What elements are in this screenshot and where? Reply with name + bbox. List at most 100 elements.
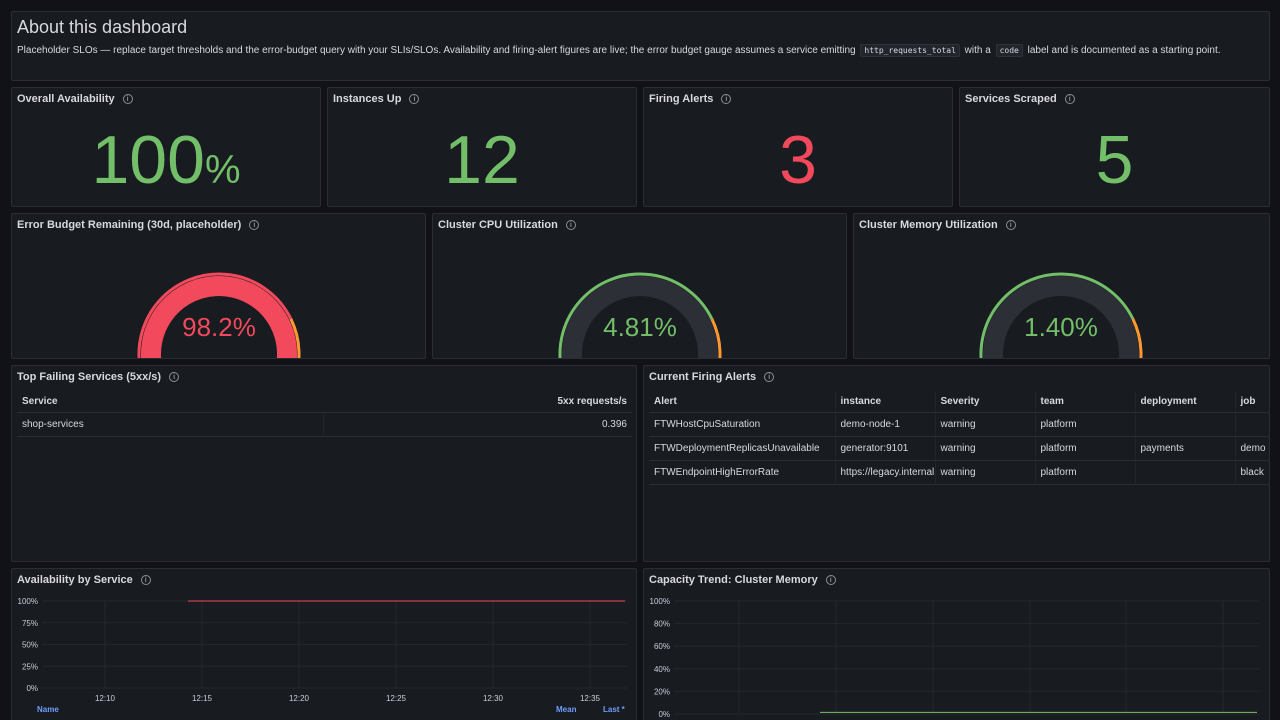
code-label: code — [995, 44, 1023, 57]
gauge-value-text: 98.2% — [182, 312, 256, 342]
info-icon[interactable]: i — [169, 372, 180, 382]
y-tick-label: 50% — [22, 641, 38, 650]
stat-number: 100 — [91, 122, 205, 198]
cell-job: black — [1234, 460, 1269, 485]
legend-mean-header[interactable]: Mean — [556, 705, 577, 714]
gauge-panel-cluster-cpu[interactable]: Cluster CPU Utilization i 4.81% — [432, 213, 847, 359]
cell-instance: demo-node-1 — [834, 412, 935, 437]
column-header-deployment[interactable]: deployment — [1134, 392, 1235, 413]
cell-deployment — [1134, 412, 1235, 437]
cell-deployment: payments — [1134, 436, 1235, 461]
stat-panel-overall-availability[interactable]: Overall Availability i 100% — [11, 87, 321, 207]
y-tick-label: 20% — [654, 687, 670, 696]
info-icon[interactable]: i — [140, 575, 151, 585]
column-header-severity[interactable]: Severity — [934, 392, 1035, 413]
cell-alert: FTWHostCpuSaturation — [649, 412, 835, 437]
info-icon[interactable]: i — [764, 372, 775, 382]
table-panel-firing-alerts[interactable]: Current Firing Alerts i Alert instance Se… — [643, 365, 1270, 562]
gauge-value-text: 4.81% — [603, 312, 677, 342]
info-icon[interactable]: i — [1005, 220, 1016, 230]
chart-title: Availability by Service — [17, 574, 133, 586]
table-row[interactable]: FTWEndpointHighErrorRate https://legacy.… — [649, 460, 1269, 485]
stat-value: 5 — [960, 122, 1269, 198]
failing-table: Service 5xx requests/s shop-services 0.3… — [17, 392, 632, 437]
timeseries-panel-availability[interactable]: Availability by Service i 0% 25% 50% 75% 100%… — [11, 568, 637, 720]
table-row[interactable]: FTWDeploymentReplicasUnavailable generat… — [649, 436, 1269, 461]
gauge-title: Error Budget Remaining (30d, placeholder… — [17, 219, 242, 231]
gauge-title: Cluster CPU Utilization — [438, 219, 558, 231]
stat-title: Overall Availability — [17, 93, 115, 105]
x-tick-label: 12:25 — [386, 694, 407, 703]
cell-instance: https://legacy.internal — [834, 460, 935, 485]
gauge-track — [562, 276, 718, 358]
panel-title: Firing Alerts i — [649, 93, 732, 105]
timeseries-panel-capacity[interactable]: Capacity Trend: Cluster Memory i 0% 20% 40%… — [643, 568, 1270, 720]
table-row[interactable]: shop-services 0.396 — [17, 412, 632, 437]
gauge-value-text: 1.40% — [1024, 312, 1098, 342]
y-tick-label: 100% — [18, 597, 38, 606]
y-tick-label: 60% — [654, 642, 670, 651]
y-tick-label: 0% — [26, 684, 38, 693]
stat-title: Firing Alerts — [649, 93, 714, 105]
table-title: Top Failing Services (5xx/s) — [17, 371, 162, 383]
info-icon[interactable]: i — [249, 220, 260, 230]
table-row[interactable]: FTWHostCpuSaturation demo-node-1 warning… — [649, 412, 1269, 437]
about-text-part2: with a — [964, 45, 991, 56]
column-header-job[interactable]: job — [1234, 392, 1269, 413]
cell-job: demo — [1234, 436, 1269, 461]
y-tick-label: 75% — [22, 619, 38, 628]
panel-title: Cluster Memory Utilization i — [859, 219, 1016, 231]
column-header-service[interactable]: Service — [17, 392, 323, 413]
gauge-graphic: 98.2% — [137, 272, 301, 358]
stat-value: 12 — [328, 122, 636, 198]
x-tick-label: 12:30 — [483, 694, 504, 703]
y-tick-label: 0% — [658, 710, 670, 719]
panel-title: Instances Up i — [333, 93, 420, 105]
column-header-5xx[interactable]: 5xx requests/s — [323, 392, 632, 413]
info-icon[interactable]: i — [122, 94, 133, 104]
column-header-alert[interactable]: Alert — [649, 392, 835, 413]
stat-title: Services Scraped — [965, 93, 1057, 105]
column-header-instance[interactable]: instance — [834, 392, 935, 413]
panel-title: Cluster CPU Utilization i — [438, 219, 576, 231]
stat-number: 12 — [444, 122, 520, 198]
chart-title: Capacity Trend: Cluster Memory — [649, 574, 818, 586]
about-title: About this dashboard — [17, 17, 188, 37]
cell-team: platform — [1034, 412, 1135, 437]
availability-chart: 0% 25% 50% 75% 100% 12:10 12:15 12:20 12:25 12:30… — [18, 597, 627, 703]
info-icon[interactable]: i — [565, 220, 576, 230]
stat-panel-firing-alerts[interactable]: Firing Alerts i 3 — [643, 87, 953, 207]
capacity-chart: 0% 20% 40% 60% 80% 100% — [650, 597, 1259, 719]
cell-deployment — [1134, 460, 1235, 485]
gauge-threshold-band — [710, 318, 722, 358]
about-text-part1: Placeholder SLOs — replace target thresh… — [17, 45, 856, 56]
y-tick-label: 100% — [650, 597, 670, 606]
cell-5xx: 0.396 — [322, 412, 632, 437]
gauge-panel-error-budget[interactable]: Error Budget Remaining (30d, placeholder… — [11, 213, 426, 359]
panel-title: Services Scraped i — [965, 93, 1075, 105]
panel-title: Current Firing Alerts i — [649, 371, 775, 383]
y-tick-label: 80% — [654, 620, 670, 629]
info-icon[interactable]: i — [1064, 94, 1075, 104]
stat-number: 5 — [1095, 122, 1134, 198]
code-http-requests-total: http_requests_total — [860, 44, 960, 57]
x-tick-label: 12:10 — [95, 694, 116, 703]
gauge-panel-cluster-memory[interactable]: Cluster Memory Utilization i 1.40% — [853, 213, 1270, 359]
gauge-threshold-band — [1131, 318, 1143, 358]
info-icon[interactable]: i — [721, 94, 732, 104]
table-panel-top-failing[interactable]: Top Failing Services (5xx/s) i Service 5x… — [11, 365, 637, 562]
info-icon[interactable]: i — [825, 575, 836, 585]
legend-last-header[interactable]: Last * — [603, 705, 625, 714]
gauge-graphic: 1.40% — [979, 272, 1143, 358]
column-header-team[interactable]: team — [1034, 392, 1135, 413]
x-tick-label: 12:20 — [289, 694, 310, 703]
cell-severity: warning — [934, 460, 1035, 485]
stat-value: 100% — [12, 122, 320, 206]
stat-panel-instances-up[interactable]: Instances Up i 12 — [327, 87, 637, 207]
info-icon[interactable]: i — [409, 94, 420, 104]
stat-number: 3 — [779, 122, 817, 198]
panel-title: Overall Availability i — [17, 93, 133, 105]
stat-panel-services-scraped[interactable]: Services Scraped i 5 — [959, 87, 1270, 207]
legend-name-header[interactable]: Name — [37, 705, 59, 714]
cell-team: platform — [1034, 436, 1135, 461]
